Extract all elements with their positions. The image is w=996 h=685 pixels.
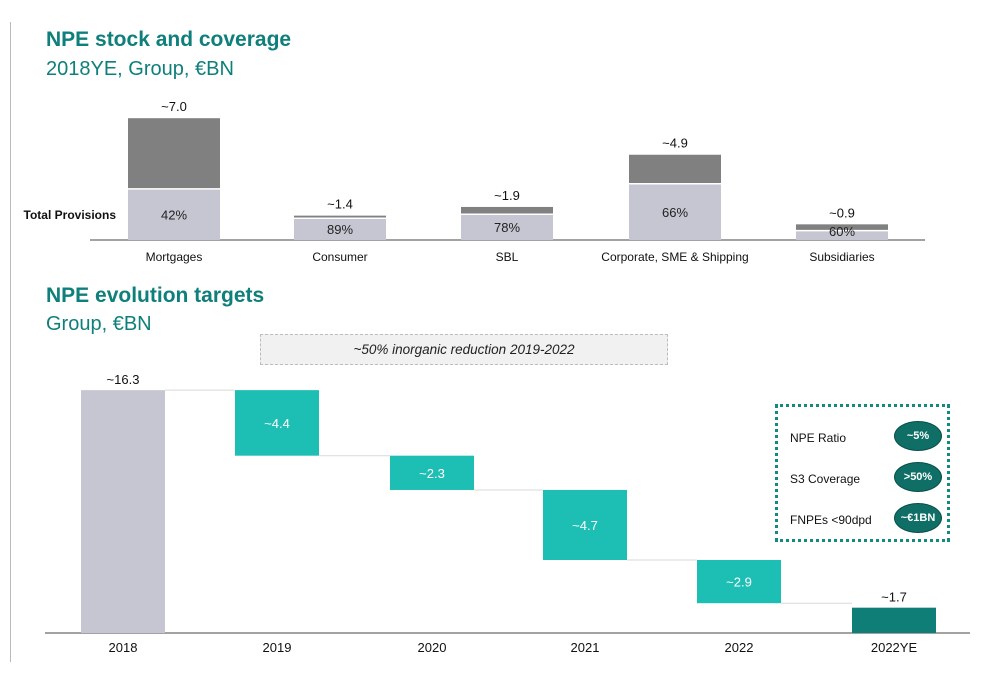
bar-uncovered-mortgages xyxy=(128,118,220,189)
inorganic-reduction-note: ~50% inorganic reduction 2019-2022 xyxy=(260,334,668,365)
waterfall-value-2019: ~4.4 xyxy=(264,416,290,431)
kpi-label-fnpes: FNPEs <90dpd xyxy=(790,513,872,527)
total-label-subsidiaries: ~0.9 xyxy=(829,205,855,220)
total-provisions-label: Total Provisions xyxy=(24,208,117,222)
total-label-consumer: ~1.4 xyxy=(327,197,353,212)
kpi-value-s3-coverage: >50% xyxy=(894,462,942,492)
waterfall-bar-2022ye xyxy=(852,608,936,633)
kpi-label-s3-coverage: S3 Coverage xyxy=(790,472,860,486)
kpi-callout-box: NPE Ratio ~5% S3 Coverage >50% FNPEs <90… xyxy=(775,404,950,542)
waterfall-value-2018: ~16.3 xyxy=(107,372,140,387)
category-label-consumer: Consumer xyxy=(312,250,367,264)
coverage-label-mortgages: 42% xyxy=(161,207,187,222)
total-label-mortgages: ~7.0 xyxy=(161,99,187,114)
waterfall-value-2022ye: ~1.7 xyxy=(881,590,907,605)
waterfall-category-2018: 2018 xyxy=(109,640,138,655)
waterfall-value-2022: ~2.9 xyxy=(726,575,752,590)
category-label-corporate-sme-shipping: Corporate, SME & Shipping xyxy=(601,250,748,264)
total-label-sbl: ~1.9 xyxy=(494,188,520,203)
category-label-mortgages: Mortgages xyxy=(146,250,203,264)
coverage-label-sbl: 78% xyxy=(494,220,520,235)
kpi-value-fnpes: ~€1BN xyxy=(894,503,942,533)
bar-uncovered-corporate-sme-shipping xyxy=(629,155,721,184)
waterfall-bar-2018 xyxy=(81,390,165,633)
waterfall-category-2019: 2019 xyxy=(263,640,292,655)
category-label-subsidiaries: Subsidiaries xyxy=(809,250,874,264)
category-label-sbl: SBL xyxy=(496,250,519,264)
total-label-corporate-sme-shipping: ~4.9 xyxy=(662,136,688,151)
waterfall-value-2020: ~2.3 xyxy=(419,466,445,481)
bar-uncovered-sbl xyxy=(461,207,553,214)
kpi-label-npe-ratio: NPE Ratio xyxy=(790,431,846,445)
coverage-label-corporate-sme-shipping: 66% xyxy=(662,205,688,220)
coverage-label-consumer: 89% xyxy=(327,222,353,237)
coverage-label-subsidiaries: 60% xyxy=(829,224,855,239)
kpi-value-npe-ratio: ~5% xyxy=(894,421,942,451)
waterfall-category-2021: 2021 xyxy=(571,640,600,655)
waterfall-category-2020: 2020 xyxy=(418,640,447,655)
waterfall-value-2021: ~4.7 xyxy=(572,518,598,533)
waterfall-category-2022ye: 2022YE xyxy=(871,640,918,655)
waterfall-category-2022: 2022 xyxy=(725,640,754,655)
